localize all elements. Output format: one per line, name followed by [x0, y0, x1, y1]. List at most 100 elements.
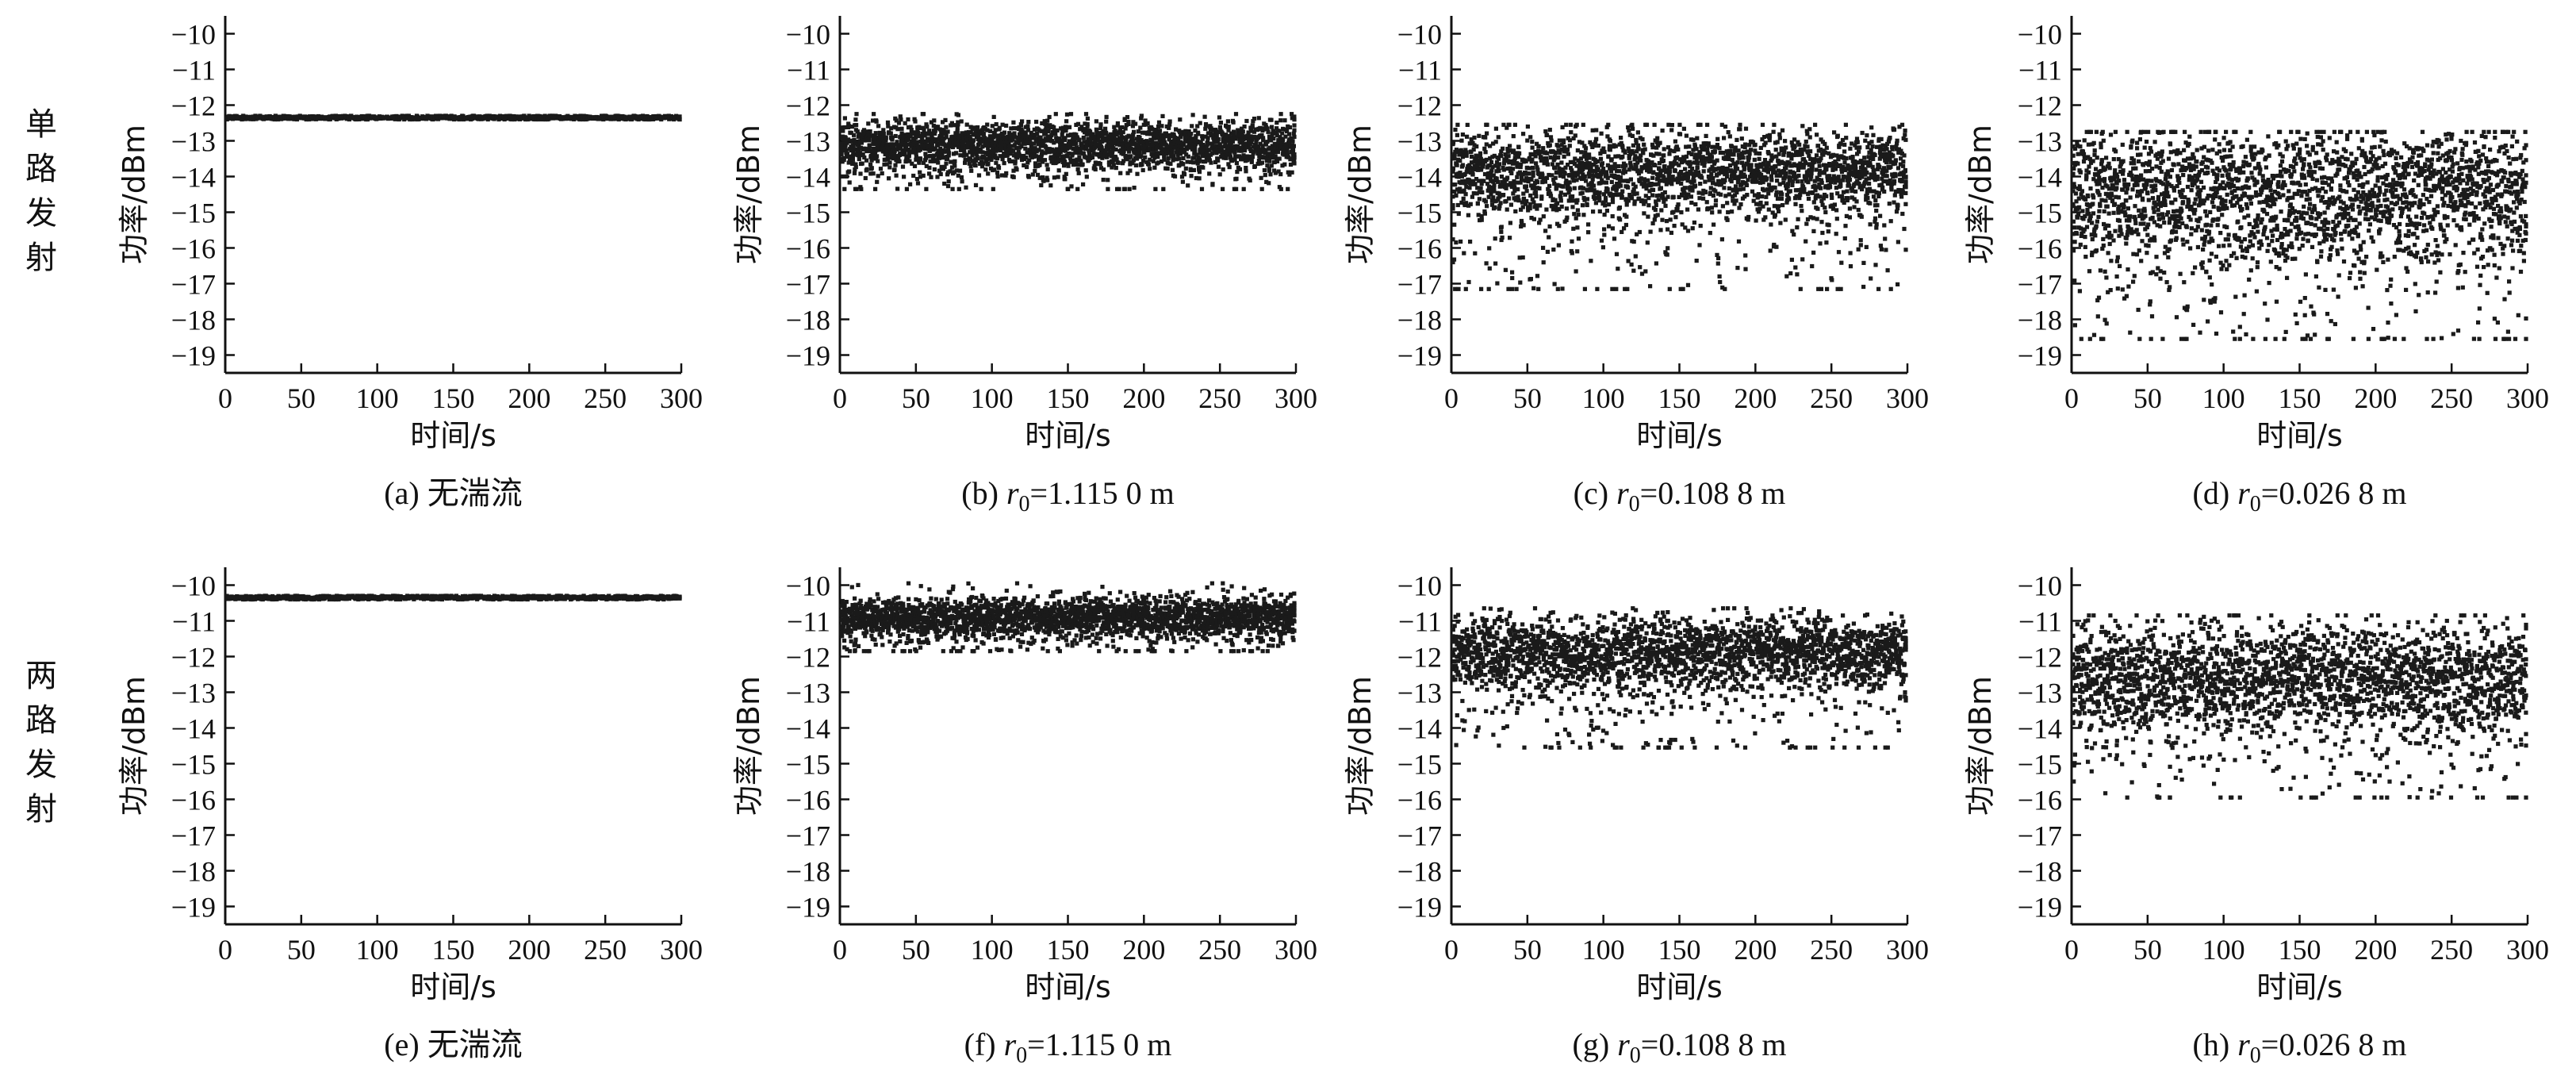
- data-point: [913, 119, 918, 124]
- data-point: [1628, 177, 1633, 182]
- data-point: [1217, 142, 1222, 147]
- data-point: [1022, 153, 1026, 159]
- data-point: [1597, 209, 1602, 213]
- data-point: [1226, 128, 1231, 132]
- data-point: [1174, 127, 1179, 132]
- data-point: [1706, 141, 1711, 146]
- data-point: [972, 150, 977, 155]
- data-point: [1200, 136, 1205, 141]
- data-point: [1128, 160, 1133, 165]
- data-point: [1072, 137, 1077, 142]
- data-point: [1453, 149, 1458, 154]
- data-point: [1252, 117, 1257, 121]
- data-point: [1723, 178, 1727, 182]
- data-point: [1150, 127, 1155, 132]
- data-point: [1041, 179, 1046, 183]
- data-point: [1064, 171, 1068, 176]
- data-point: [1052, 140, 1056, 145]
- data-point: [1209, 160, 1213, 165]
- data-point: [1720, 204, 1725, 209]
- data-point: [1460, 163, 1465, 167]
- data-point: [1268, 172, 1273, 177]
- data-point: [1135, 171, 1140, 176]
- data-point: [1232, 157, 1237, 162]
- data-point: [968, 134, 972, 140]
- data-point: [1267, 181, 1271, 186]
- data-point: [1676, 147, 1681, 152]
- data-point: [857, 132, 861, 136]
- data-point: [937, 136, 942, 140]
- data-point: [978, 140, 983, 145]
- data-point: [1064, 125, 1069, 130]
- data-point: [1586, 230, 1591, 235]
- data-point: [964, 130, 968, 135]
- data-point: [1052, 155, 1056, 159]
- data-point: [1225, 152, 1230, 157]
- data-point: [1527, 156, 1532, 160]
- data-point: [956, 186, 961, 191]
- data-point: [1068, 142, 1072, 148]
- data-point: [935, 125, 941, 129]
- data-point: [1279, 140, 1284, 144]
- data-point: [1125, 157, 1129, 162]
- data-point: [1521, 132, 1526, 136]
- data-point: [1459, 148, 1463, 152]
- data-point: [998, 154, 1002, 159]
- data-point: [1045, 163, 1049, 167]
- data-point: [1286, 170, 1290, 175]
- data-point: [1519, 162, 1524, 167]
- data-point: [1172, 174, 1178, 179]
- data-point: [1547, 235, 1551, 240]
- data-point: [1568, 122, 1573, 127]
- data-point: [1645, 240, 1650, 245]
- data-point: [1075, 121, 1081, 126]
- data-point: [1487, 266, 1492, 271]
- data-point: [1083, 121, 1087, 126]
- data-point: [1719, 237, 1724, 242]
- data-point: [857, 143, 861, 148]
- data-point: [912, 117, 917, 121]
- data-point: [907, 154, 911, 159]
- data-point: [1035, 131, 1040, 136]
- data-point: [950, 137, 955, 142]
- data-point: [1162, 153, 1167, 158]
- data-point: [876, 148, 881, 152]
- data-point: [962, 151, 967, 156]
- data-point: [1560, 125, 1565, 129]
- data-point: [1549, 138, 1554, 143]
- data-point: [1142, 150, 1147, 155]
- data-point: [1245, 154, 1250, 159]
- data-point: [1212, 144, 1217, 149]
- data-point: [1077, 137, 1082, 142]
- data-point: [1685, 282, 1691, 287]
- data-point: [1242, 124, 1247, 129]
- data-point: [1111, 158, 1116, 163]
- data-point: [1642, 211, 1646, 216]
- data-point: [1587, 156, 1592, 160]
- data-point: [1066, 163, 1071, 168]
- data-point: [1235, 170, 1240, 175]
- data-point: [1700, 175, 1704, 180]
- data-point: [1151, 152, 1156, 156]
- data-point: [1196, 132, 1201, 136]
- data-point: [1010, 159, 1014, 163]
- data-point: [1502, 157, 1507, 162]
- data-point: [952, 123, 956, 128]
- data-point: [1556, 144, 1561, 148]
- data-point: [1550, 173, 1554, 178]
- data-point: [1195, 139, 1200, 144]
- data-point: [999, 173, 1004, 178]
- data-point: [1148, 167, 1152, 171]
- data-point: [1730, 158, 1735, 163]
- data-point: [857, 148, 861, 153]
- data-point: [1451, 203, 1455, 208]
- data-point: [1479, 213, 1484, 218]
- data-point: [1201, 165, 1206, 170]
- data-point: [1240, 133, 1245, 138]
- y-tick-label: −15: [171, 198, 216, 229]
- data-point: [1206, 131, 1210, 136]
- data-point: [1234, 186, 1239, 191]
- data-point: [1179, 135, 1183, 140]
- data-point: [1011, 168, 1016, 173]
- data-point: [1178, 152, 1183, 156]
